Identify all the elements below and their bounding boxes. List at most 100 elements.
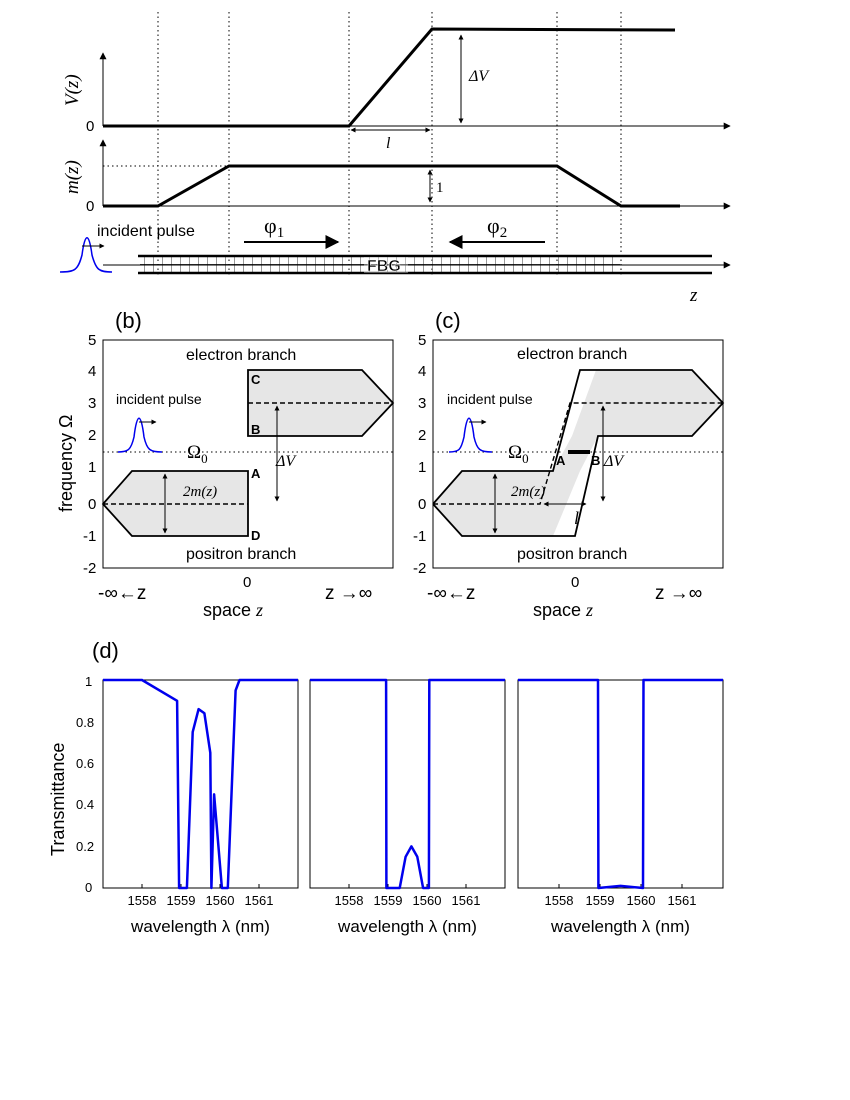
transmittance-plot-3: 1558 1559 1560 1561 wavelength λ (nm) (517, 678, 724, 936)
panel-b-yticks: 5 4 3 2 1 0 -1 -2 (83, 332, 96, 577)
panel-d-yticks: 1 0.8 0.6 0.4 0.2 0 (76, 674, 94, 895)
panel-b-xlabel: space z (203, 600, 263, 620)
incident-pulse-label-c: incident pulse (447, 391, 533, 407)
positron-branch-label-b: positron branch (186, 546, 296, 563)
x-zero-c: 0 (571, 574, 579, 591)
panel-d-label: (d) (92, 638, 119, 663)
incident-pulse-c (448, 417, 493, 453)
x-tick-label: 1560 (627, 893, 656, 908)
transmittance-curve (518, 678, 723, 890)
panel-d-ylabel: Transmittance (48, 743, 68, 856)
transmittance-plot-1: 1558 1559 1560 1561 wavelength λ (nm) (102, 678, 299, 936)
dotted-guides (157, 12, 622, 275)
two-m-label-c: 2m(z) (511, 484, 545, 500)
phi2-label: φ2 (487, 213, 507, 241)
pt-a-b: A (251, 466, 261, 481)
two-m-label-b: 2m(z) (183, 484, 217, 500)
x-tick-label: 1559 (167, 893, 196, 908)
pt-c-b: C (251, 372, 261, 387)
delta-v-label-c: ΔV (603, 453, 625, 470)
panel-c-frame (432, 339, 724, 569)
plot-frame (309, 679, 506, 889)
svg-text:-2: -2 (413, 560, 426, 577)
pt-b-b: B (251, 422, 260, 437)
delta-v-label-b: ΔV (275, 453, 297, 470)
transmittance-curve (310, 678, 505, 890)
omega0-label-c: Ω0 (508, 442, 529, 466)
plot-frame (517, 679, 724, 889)
x-left-b: -∞←z (98, 583, 146, 604)
x-tick-label: 1559 (586, 893, 615, 908)
m-axis-label: m(z) (62, 160, 83, 194)
x-tick-label: 1558 (128, 893, 157, 908)
svg-text:4: 4 (418, 363, 426, 380)
x-axis-label: wavelength λ (nm) (337, 917, 477, 936)
v-axis-label: V(z) (62, 74, 83, 106)
band-centerline-c (433, 402, 723, 505)
transmittance-plot-2: 1558 1559 1560 1561 wavelength λ (nm) (309, 678, 506, 936)
incident-pulse-label: incident pulse (97, 223, 195, 240)
pt-a-c: A (556, 453, 566, 468)
phi1-label: φ1 (264, 213, 284, 241)
panel-b-ylabel: frequency Ω (56, 414, 76, 512)
svg-text:5: 5 (88, 332, 96, 349)
svg-text:1: 1 (88, 459, 96, 476)
fbg-label: FBG (367, 258, 401, 275)
svg-text:0: 0 (85, 880, 92, 895)
x-left-c: -∞←z (427, 583, 475, 604)
svg-text:-1: -1 (83, 528, 96, 545)
svg-text:0.4: 0.4 (76, 797, 94, 812)
svg-text:1: 1 (85, 674, 92, 689)
svg-text:-1: -1 (413, 528, 426, 545)
svg-text:3: 3 (418, 395, 426, 412)
plot-frame (102, 679, 299, 889)
panel-d: (d) Transmittance 1 0.8 0.6 0.4 0.2 0 15… (48, 638, 724, 936)
fbg-label-bg (364, 257, 408, 273)
x-tick-label: 1558 (335, 893, 364, 908)
panel-b-label: (b) (115, 308, 142, 333)
x-tick-label: 1561 (245, 893, 274, 908)
x-tick-label: 1561 (452, 893, 481, 908)
x-tick-label: 1559 (374, 893, 403, 908)
z-label: z (689, 285, 698, 306)
svg-text:3: 3 (88, 395, 96, 412)
panel-c-label: (c) (435, 308, 461, 333)
panel-c: (c) 5 4 3 2 1 0 -1 -2 2m(z) ΔV l A B ele… (413, 308, 725, 620)
band-outline-upper-c (432, 369, 725, 537)
x-zero-b: 0 (243, 574, 251, 591)
x-axis-label: wavelength λ (nm) (130, 917, 270, 936)
v-zero-label: 0 (86, 118, 94, 135)
svg-text:4: 4 (88, 363, 96, 380)
omega0-label-b: Ω0 (187, 442, 208, 466)
svg-text:0.8: 0.8 (76, 715, 94, 730)
incident-pulse-b (117, 417, 163, 453)
v-curve (103, 27, 676, 128)
pt-d-b: D (251, 528, 260, 543)
svg-text:5: 5 (418, 332, 426, 349)
transmittance-curve (103, 678, 298, 890)
svg-text:2: 2 (418, 427, 426, 444)
svg-text:-2: -2 (83, 560, 96, 577)
m-zero-label: 0 (86, 198, 94, 215)
x-tick-label: 1560 (206, 893, 235, 908)
x-right-b: z →∞ (325, 583, 372, 604)
svg-text:0: 0 (88, 496, 96, 513)
x-tick-label: 1560 (413, 893, 442, 908)
l-label-c: l (574, 508, 579, 528)
x-right-c: z →∞ (655, 583, 702, 604)
svg-text:0.2: 0.2 (76, 839, 94, 854)
electron-branch-label-b: electron branch (186, 347, 296, 364)
one-label: 1 (436, 180, 444, 196)
panel-b: (b) 5 4 3 2 1 0 -1 -2 frequency Ω 2m(z) … (56, 308, 395, 620)
pt-b-c: B (591, 453, 600, 468)
svg-text:2: 2 (88, 427, 96, 444)
x-tick-label: 1558 (545, 893, 574, 908)
svg-text:0: 0 (418, 496, 426, 513)
panel-c-yticks: 5 4 3 2 1 0 -1 -2 (413, 332, 426, 577)
m-curve (103, 164, 680, 208)
panel-c-xlabel: space z (533, 600, 593, 620)
svg-text:0.6: 0.6 (76, 756, 94, 771)
x-tick-label: 1561 (668, 893, 697, 908)
incident-pulse-label-b: incident pulse (116, 391, 202, 407)
